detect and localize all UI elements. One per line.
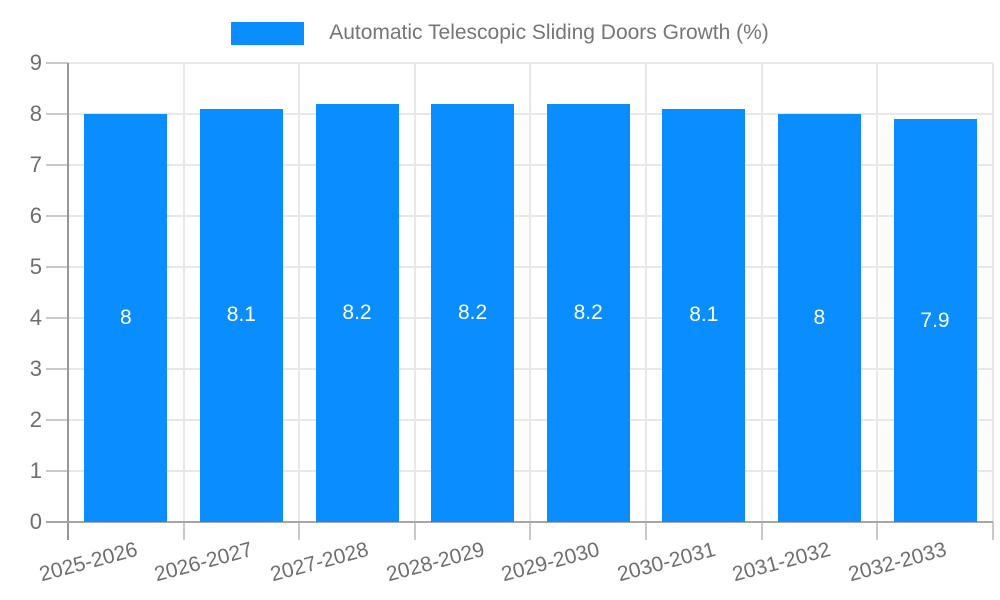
y-tick-label: 7 [29,152,42,177]
x-tick [298,522,301,540]
y-axis-line [67,63,69,522]
y-tick-label: 4 [29,305,42,330]
y-tick [46,317,68,319]
legend-swatch [231,21,305,45]
y-tick-label: 3 [29,356,42,381]
y-tick-label: 8 [29,101,42,126]
x-axis-line [46,521,993,523]
x-tick [991,522,994,540]
bar[interactable] [315,103,399,522]
bar[interactable] [777,114,861,522]
bar[interactable] [662,108,746,522]
x-tick [413,522,416,540]
x-gridline [645,63,647,522]
x-tick [645,522,647,540]
x-tick [876,522,879,540]
x-gridline [876,63,879,522]
x-gridline [413,63,416,522]
y-tick [46,419,68,421]
x-gridline [529,63,532,522]
x-gridline [760,63,763,522]
y-tick [46,470,68,472]
x-tick [760,522,763,540]
bar[interactable] [199,108,283,522]
y-tick [46,368,68,370]
legend-label: Automatic Telescopic Sliding Doors Growt… [329,21,769,44]
bar[interactable] [893,119,977,522]
y-tick-label: 5 [29,254,42,279]
bar[interactable] [431,103,515,522]
y-tick [46,215,68,217]
x-gridline [298,63,301,522]
y-tick-label: 1 [29,458,42,483]
y-tick-label: 9 [29,50,42,75]
y-tick-label: 0 [29,509,42,534]
chart-legend[interactable]: Automatic Telescopic Sliding Doors Growt… [0,16,1000,50]
y-tick [46,62,68,64]
y-tick-label: 2 [29,407,42,432]
y-tick [46,164,68,166]
x-tick [529,522,532,540]
y-tick [46,266,68,268]
y-tick [46,113,68,115]
x-tick [182,522,185,540]
x-gridline [182,63,185,522]
x-gridline [991,63,994,522]
y-tick-label: 6 [29,203,42,228]
x-tick [67,522,69,540]
bar[interactable] [546,103,630,522]
bar[interactable] [84,114,168,522]
